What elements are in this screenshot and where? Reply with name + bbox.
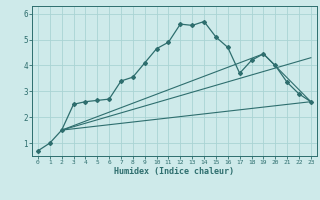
X-axis label: Humidex (Indice chaleur): Humidex (Indice chaleur) [115,167,234,176]
